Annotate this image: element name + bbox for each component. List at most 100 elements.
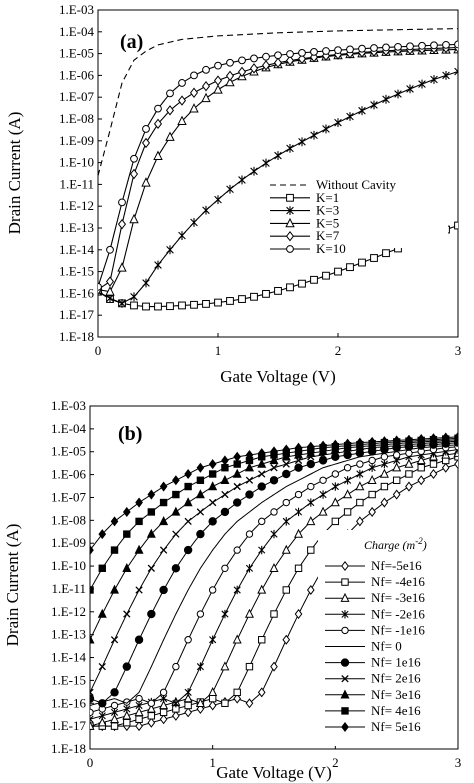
y-tick-label: 1.E-17 — [51, 718, 87, 733]
data-point — [356, 460, 364, 468]
data-point — [177, 115, 187, 126]
data-point — [117, 262, 127, 272]
data-point — [134, 544, 144, 554]
legend-entry: K=1 — [270, 190, 339, 205]
data-point — [294, 608, 303, 620]
data-point — [221, 490, 229, 499]
data-point — [196, 610, 205, 618]
data-point — [208, 517, 217, 526]
data-point — [429, 468, 438, 480]
data-point — [258, 470, 266, 478]
y-tick-label: 1.E-14 — [51, 650, 87, 665]
data-point — [225, 70, 235, 82]
data-point — [171, 564, 181, 573]
legend-label: K=7 — [316, 228, 340, 243]
series-k-3 — [98, 67, 458, 308]
data-point — [334, 267, 342, 276]
data-point — [307, 546, 315, 554]
data-point — [392, 451, 401, 459]
data-point — [416, 455, 426, 465]
data-point — [184, 482, 192, 491]
data-point — [166, 302, 174, 311]
data-point — [343, 450, 352, 460]
data-point — [418, 79, 426, 89]
data-point — [221, 464, 229, 472]
y-tick-label: 1.E-15 — [59, 264, 94, 279]
y-tick-label: 1.E-16 — [51, 695, 87, 710]
data-point — [159, 585, 168, 595]
y-tick-label: 1.E-14 — [59, 242, 95, 257]
data-point — [368, 490, 376, 499]
data-point — [245, 476, 254, 484]
data-point — [214, 195, 222, 205]
data-point — [159, 516, 169, 526]
data-point — [208, 700, 217, 711]
x-tick-label: 0 — [95, 343, 102, 358]
data-point — [159, 546, 168, 554]
legend-entry: K=5 — [270, 215, 339, 230]
legend-marker — [341, 707, 349, 715]
data-point — [90, 688, 94, 697]
data-point — [258, 545, 266, 555]
data-point — [90, 545, 94, 556]
data-point — [221, 455, 229, 466]
data-point — [257, 482, 266, 491]
data-point — [172, 699, 180, 708]
data-point — [343, 438, 352, 449]
data-point — [97, 608, 107, 618]
data-point — [135, 721, 143, 732]
data-point — [178, 231, 186, 240]
legend-entry: Nf= -4e16 — [325, 574, 425, 589]
data-point — [110, 584, 120, 594]
data-point — [90, 634, 95, 644]
data-point — [159, 481, 168, 492]
data-point — [331, 482, 339, 491]
legend-label: Nf= 1e16 — [371, 655, 421, 670]
data-point — [154, 104, 162, 113]
data-point — [355, 448, 365, 458]
data-point — [257, 687, 266, 698]
data-point — [321, 50, 331, 61]
data-point — [306, 441, 315, 452]
data-point — [196, 462, 205, 473]
data-point — [343, 464, 352, 472]
data-point — [172, 530, 180, 538]
legend-marker — [341, 721, 349, 733]
legend-entry: K=3 — [270, 203, 339, 218]
data-point — [258, 517, 266, 526]
data-point — [153, 118, 163, 130]
data-point — [178, 79, 186, 87]
data-point — [226, 297, 234, 305]
data-point — [110, 688, 119, 697]
data-point — [130, 301, 138, 310]
data-point — [306, 516, 316, 526]
data-point — [270, 464, 278, 472]
data-point — [196, 476, 205, 484]
data-point — [184, 701, 192, 710]
data-point — [249, 63, 259, 74]
data-point — [118, 298, 126, 308]
data-point — [237, 66, 247, 78]
data-point — [98, 711, 106, 721]
data-point — [184, 517, 192, 526]
data-point — [245, 530, 254, 538]
x-tick-label: 3 — [455, 343, 462, 358]
data-point — [129, 168, 139, 180]
data-point — [98, 282, 102, 291]
data-point — [392, 476, 401, 484]
data-point — [380, 453, 389, 461]
data-point — [147, 712, 156, 720]
data-point — [358, 106, 366, 116]
data-point — [208, 481, 218, 491]
data-point — [208, 694, 217, 703]
data-point — [286, 283, 294, 292]
data-point — [356, 516, 364, 527]
data-point — [189, 87, 199, 98]
data-point — [429, 433, 438, 444]
data-point — [394, 89, 402, 99]
data-point — [368, 463, 376, 472]
series-group — [98, 28, 458, 311]
data-point — [405, 434, 413, 445]
data-point — [213, 84, 223, 94]
